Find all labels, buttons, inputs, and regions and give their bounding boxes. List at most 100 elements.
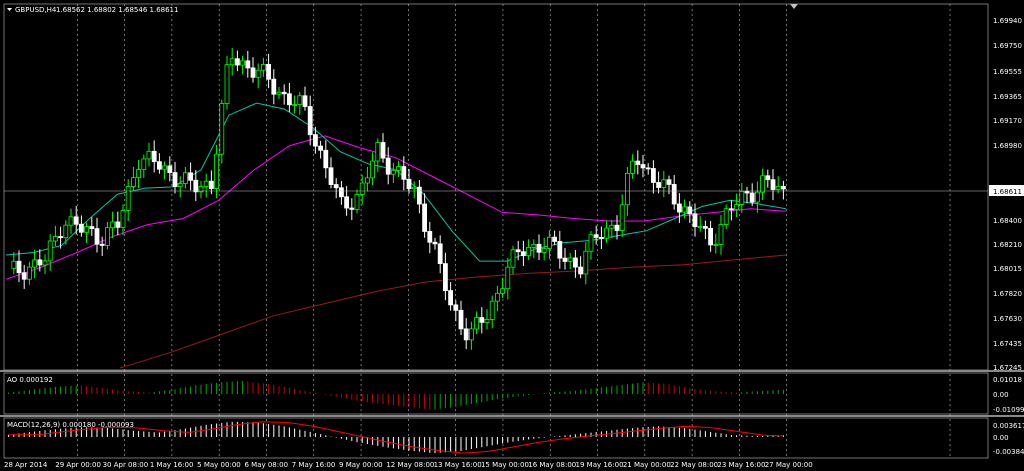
candle-body xyxy=(651,168,656,183)
candle-body xyxy=(58,236,63,239)
candle-body xyxy=(697,226,703,228)
time-tick: 29 Apr 00:00 xyxy=(55,461,101,469)
candle-body xyxy=(645,167,651,170)
time-tick: 19 May 16:00 xyxy=(576,461,624,469)
candle-body xyxy=(484,319,490,323)
candle-body xyxy=(541,248,547,253)
candle-body xyxy=(552,236,557,242)
ma-slow-line xyxy=(119,254,787,369)
price-tick: 1.67630 xyxy=(993,315,1022,323)
candle-body xyxy=(333,184,339,189)
candle-body xyxy=(156,161,162,170)
candle-body xyxy=(385,157,391,175)
candlestick-series xyxy=(11,47,786,350)
candle-body xyxy=(37,259,43,266)
candle-body xyxy=(68,216,74,226)
candle-body xyxy=(198,186,204,193)
candle-body xyxy=(760,175,765,193)
candle-body xyxy=(770,179,776,190)
candle-body xyxy=(53,236,58,242)
candle-body xyxy=(281,91,287,95)
candle-body xyxy=(297,95,303,105)
candle-body xyxy=(682,206,687,213)
candle-body xyxy=(510,249,516,268)
candle-body xyxy=(42,260,48,266)
chart-shift-marker-icon[interactable] xyxy=(790,4,798,9)
time-tick: 30 Apr 08:00 xyxy=(103,461,149,469)
price-tick: 1.69750 xyxy=(993,42,1022,50)
candle-body xyxy=(521,251,526,257)
candle-body xyxy=(547,236,552,249)
candle-body xyxy=(240,60,246,66)
ma-mid-line xyxy=(5,135,787,280)
candle-body xyxy=(630,160,635,174)
main-ohlc-label: 1.68562 1.68802 1.68546 1.68611 xyxy=(56,6,178,14)
candle-body xyxy=(167,165,173,173)
price-tick: 1.69170 xyxy=(993,117,1022,125)
candle-body xyxy=(193,179,199,193)
candle-body xyxy=(604,227,609,239)
candle-body xyxy=(474,317,480,330)
ao-tick: 0.01018 xyxy=(993,376,1022,384)
candle-body xyxy=(203,180,209,187)
candle-body xyxy=(21,272,27,280)
macd-signal-line xyxy=(8,421,784,454)
candle-body xyxy=(89,226,95,230)
candle-body xyxy=(557,241,563,259)
candle-body xyxy=(442,263,448,291)
candle-body xyxy=(338,187,344,198)
time-tick: 5 May 00:00 xyxy=(197,461,241,469)
candle-body xyxy=(234,58,240,66)
candle-body xyxy=(578,266,583,275)
price-tick: 1.69940 xyxy=(993,17,1022,25)
candle-body xyxy=(661,179,667,188)
time-tick: 6 May 08:00 xyxy=(244,461,288,469)
candle-body xyxy=(734,204,739,211)
candle-body xyxy=(692,213,698,228)
symbol-dropdown-icon[interactable] xyxy=(7,8,12,11)
candle-body xyxy=(666,179,672,185)
candle-body xyxy=(775,186,781,190)
candle-body xyxy=(94,228,100,245)
candle-body xyxy=(687,206,693,215)
candle-body xyxy=(781,186,786,190)
candle-body xyxy=(640,164,646,169)
candle-body xyxy=(494,292,500,302)
candle-body xyxy=(765,175,771,181)
candle-body xyxy=(182,172,188,184)
candle-body xyxy=(151,150,157,163)
ao-tick: 0.00 xyxy=(993,391,1009,399)
candle-body xyxy=(208,180,214,190)
candle-body xyxy=(375,142,381,162)
candle-body xyxy=(729,208,734,211)
candle-body xyxy=(162,165,168,170)
candle-body xyxy=(406,178,412,189)
macd-panel-border xyxy=(3,417,989,459)
candle-body xyxy=(307,106,313,136)
ma-slow-polyline xyxy=(119,254,787,369)
price-tick: 1.67435 xyxy=(993,340,1022,348)
candle-body xyxy=(188,172,194,181)
candle-body xyxy=(32,259,37,268)
candle-body xyxy=(219,103,225,155)
price-tick: 1.67245 xyxy=(993,364,1022,372)
candle-body xyxy=(458,309,464,330)
candle-body xyxy=(84,226,89,233)
macd-tick: -0.00384 xyxy=(993,448,1024,456)
candle-body xyxy=(276,91,282,95)
candle-body xyxy=(609,224,615,229)
candle-body xyxy=(130,177,136,187)
macd-tick: 0.003617 xyxy=(993,422,1024,430)
candle-body xyxy=(437,243,443,265)
candle-body xyxy=(271,78,277,95)
candle-body xyxy=(260,63,266,71)
time-tick: 7 May 16:00 xyxy=(292,461,336,469)
price-tick: 1.68210 xyxy=(993,241,1022,249)
candle-body xyxy=(656,182,661,188)
candle-body xyxy=(396,166,402,171)
price-tick: 1.68980 xyxy=(993,142,1022,150)
candle-body xyxy=(105,227,110,246)
candle-body xyxy=(625,173,630,206)
